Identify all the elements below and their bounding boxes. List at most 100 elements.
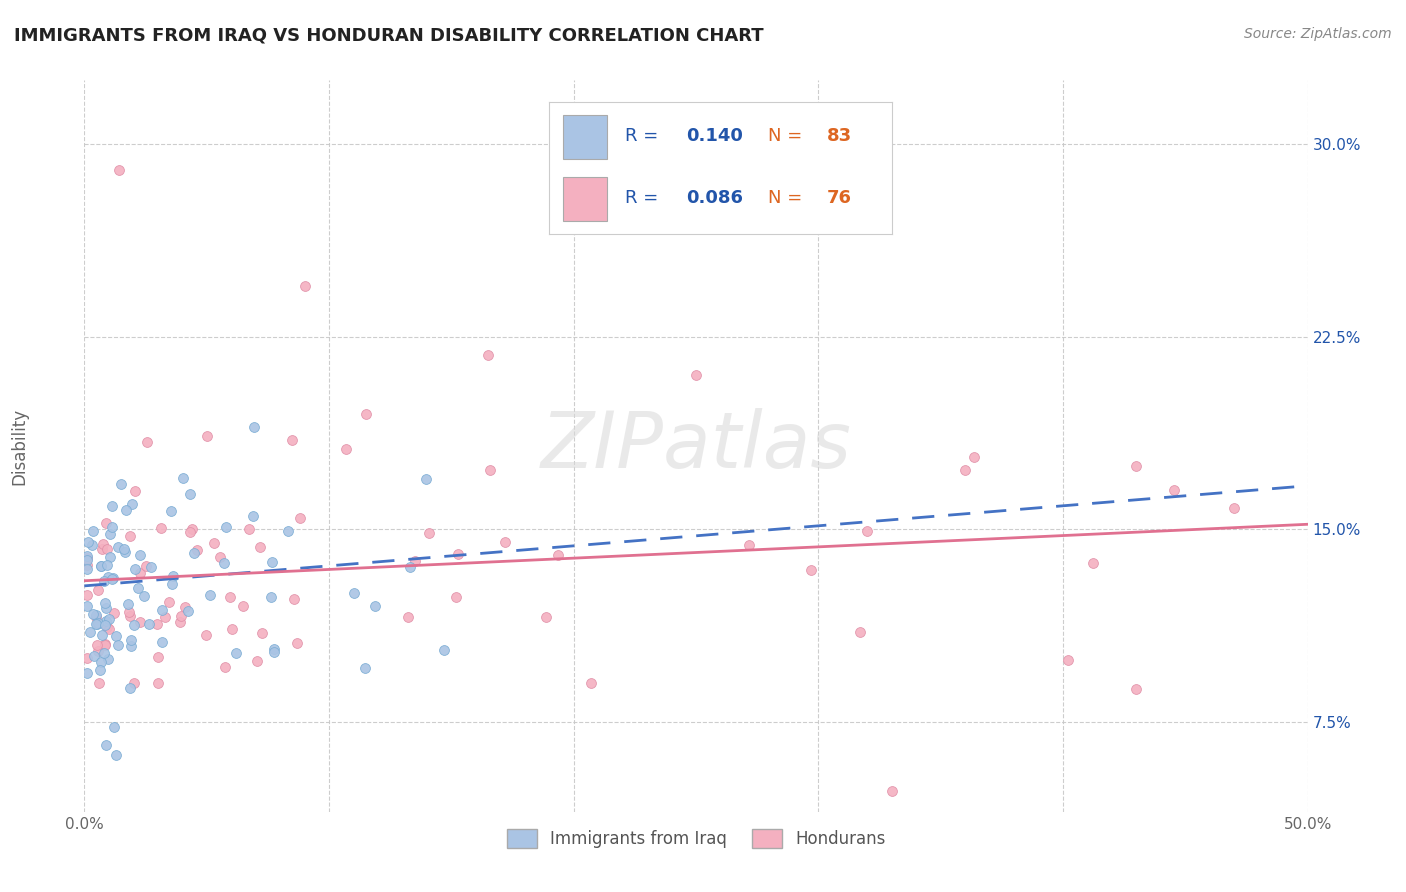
- Point: [153, 609, 176, 624]
- Point: [96, 600, 118, 615]
- Point: [202, 536, 225, 550]
- Point: [104, 629, 127, 643]
- Point: [93, 574, 115, 588]
- Point: [107, 638, 129, 652]
- Point: [800, 563, 823, 577]
- Point: [98, 549, 121, 564]
- Point: [194, 628, 217, 642]
- Point: [146, 617, 169, 632]
- Point: [1125, 458, 1147, 473]
- Point: [132, 589, 155, 603]
- Point: [209, 550, 232, 565]
- Point: [98, 612, 121, 626]
- Point: [160, 504, 183, 518]
- Point: [354, 661, 377, 675]
- Point: [112, 541, 135, 556]
- Point: [118, 606, 141, 620]
- Point: [97, 570, 120, 584]
- Point: [547, 549, 569, 563]
- Point: [447, 547, 470, 561]
- Point: [82, 524, 104, 538]
- Point: [103, 606, 125, 620]
- Point: [86, 610, 108, 624]
- Point: [685, 368, 707, 383]
- Point: [76, 549, 98, 563]
- Point: [90, 542, 112, 557]
- Point: [242, 509, 264, 524]
- Point: [343, 586, 366, 600]
- Point: [103, 720, 125, 734]
- Point: [110, 476, 132, 491]
- Point: [87, 676, 110, 690]
- Point: [963, 450, 986, 464]
- Point: [83, 649, 105, 664]
- Point: [101, 571, 124, 585]
- Point: [89, 664, 111, 678]
- Point: [477, 348, 499, 362]
- Point: [107, 540, 129, 554]
- Point: [263, 645, 285, 659]
- Point: [121, 497, 143, 511]
- Point: [177, 604, 200, 618]
- Point: [162, 576, 184, 591]
- Point: [87, 615, 110, 630]
- Point: [86, 583, 108, 598]
- Point: [90, 655, 112, 669]
- Point: [195, 428, 218, 442]
- Point: [93, 617, 115, 632]
- Point: [122, 618, 145, 632]
- Point: [76, 553, 98, 567]
- Text: Source: ZipAtlas.com: Source: ZipAtlas.com: [1244, 27, 1392, 41]
- Point: [283, 591, 305, 606]
- Point: [738, 538, 761, 552]
- Point: [100, 499, 122, 513]
- Point: [170, 609, 193, 624]
- Point: [98, 526, 121, 541]
- Point: [124, 483, 146, 498]
- Point: [200, 588, 222, 602]
- Point: [76, 551, 98, 566]
- Text: ZIPatlas: ZIPatlas: [540, 408, 852, 484]
- Point: [122, 676, 145, 690]
- Point: [120, 608, 142, 623]
- Y-axis label: Disability: Disability: [11, 408, 28, 484]
- Point: [225, 646, 247, 660]
- Point: [150, 603, 173, 617]
- Point: [1223, 501, 1246, 516]
- Point: [76, 665, 98, 680]
- Point: [172, 471, 194, 485]
- Point: [214, 556, 236, 570]
- Point: [396, 610, 419, 624]
- Point: [96, 620, 118, 634]
- Point: [96, 542, 118, 557]
- Point: [136, 435, 159, 450]
- Point: [76, 558, 98, 572]
- Point: [1125, 681, 1147, 696]
- Point: [76, 562, 98, 576]
- Point: [433, 642, 456, 657]
- Point: [277, 524, 299, 539]
- Point: [82, 607, 104, 621]
- Point: [335, 442, 357, 456]
- Point: [105, 748, 128, 763]
- Point: [294, 278, 316, 293]
- Point: [91, 537, 114, 551]
- Point: [1056, 653, 1078, 667]
- Point: [76, 650, 98, 665]
- Point: [169, 615, 191, 629]
- Point: [1163, 483, 1185, 497]
- Point: [246, 654, 269, 668]
- Point: [281, 433, 304, 447]
- Point: [183, 546, 205, 560]
- Point: [238, 523, 260, 537]
- Point: [77, 535, 100, 549]
- Point: [263, 642, 285, 657]
- Point: [100, 520, 122, 534]
- Point: [494, 534, 516, 549]
- Point: [150, 520, 173, 534]
- Point: [404, 554, 426, 568]
- Point: [159, 595, 181, 609]
- Point: [252, 626, 274, 640]
- Point: [288, 510, 311, 524]
- Point: [118, 529, 141, 543]
